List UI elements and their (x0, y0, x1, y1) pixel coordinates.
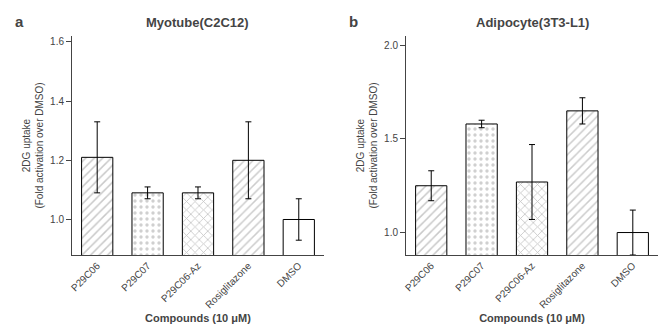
svg-text:1.5: 1.5 (384, 133, 398, 144)
svg-text:a: a (15, 13, 24, 30)
svg-text:P29C07: P29C07 (119, 260, 153, 294)
svg-text:1.6: 1.6 (50, 36, 64, 47)
svg-text:DMSO: DMSO (609, 260, 638, 289)
svg-text:Rosiglitazone: Rosiglitazone (203, 260, 254, 311)
svg-text:Rosiglitazone: Rosiglitazone (537, 260, 588, 311)
svg-text:Compounds (10 μM): Compounds (10 μM) (479, 312, 585, 324)
svg-text:1.0: 1.0 (50, 214, 64, 225)
svg-text:P29C06-Az: P29C06-Az (159, 260, 203, 304)
svg-text:P29C06: P29C06 (69, 260, 103, 294)
svg-text:b: b (349, 13, 358, 30)
svg-text:Adipocyte(3T3-L1): Adipocyte(3T3-L1) (476, 15, 589, 30)
svg-text:2DG uptake(Fold activation ove: 2DG uptake(Fold activation over DMSO) (355, 82, 379, 208)
svg-text:DMSO: DMSO (275, 260, 304, 289)
svg-text:P29C06-Az: P29C06-Az (493, 260, 537, 304)
svg-text:Compounds (10 μM): Compounds (10 μM) (145, 312, 251, 324)
svg-text:2.0: 2.0 (384, 40, 398, 51)
svg-text:Myotube(C2C12): Myotube(C2C12) (146, 15, 249, 30)
svg-text:1.2: 1.2 (50, 155, 64, 166)
svg-text:P29C06: P29C06 (403, 260, 437, 294)
svg-text:2DG uptake(Fold activation ove: 2DG uptake(Fold activation over DMSO) (21, 82, 45, 208)
svg-text:P29C07: P29C07 (453, 260, 487, 294)
svg-text:1.0: 1.0 (384, 227, 398, 238)
svg-text:1.4: 1.4 (50, 96, 64, 107)
